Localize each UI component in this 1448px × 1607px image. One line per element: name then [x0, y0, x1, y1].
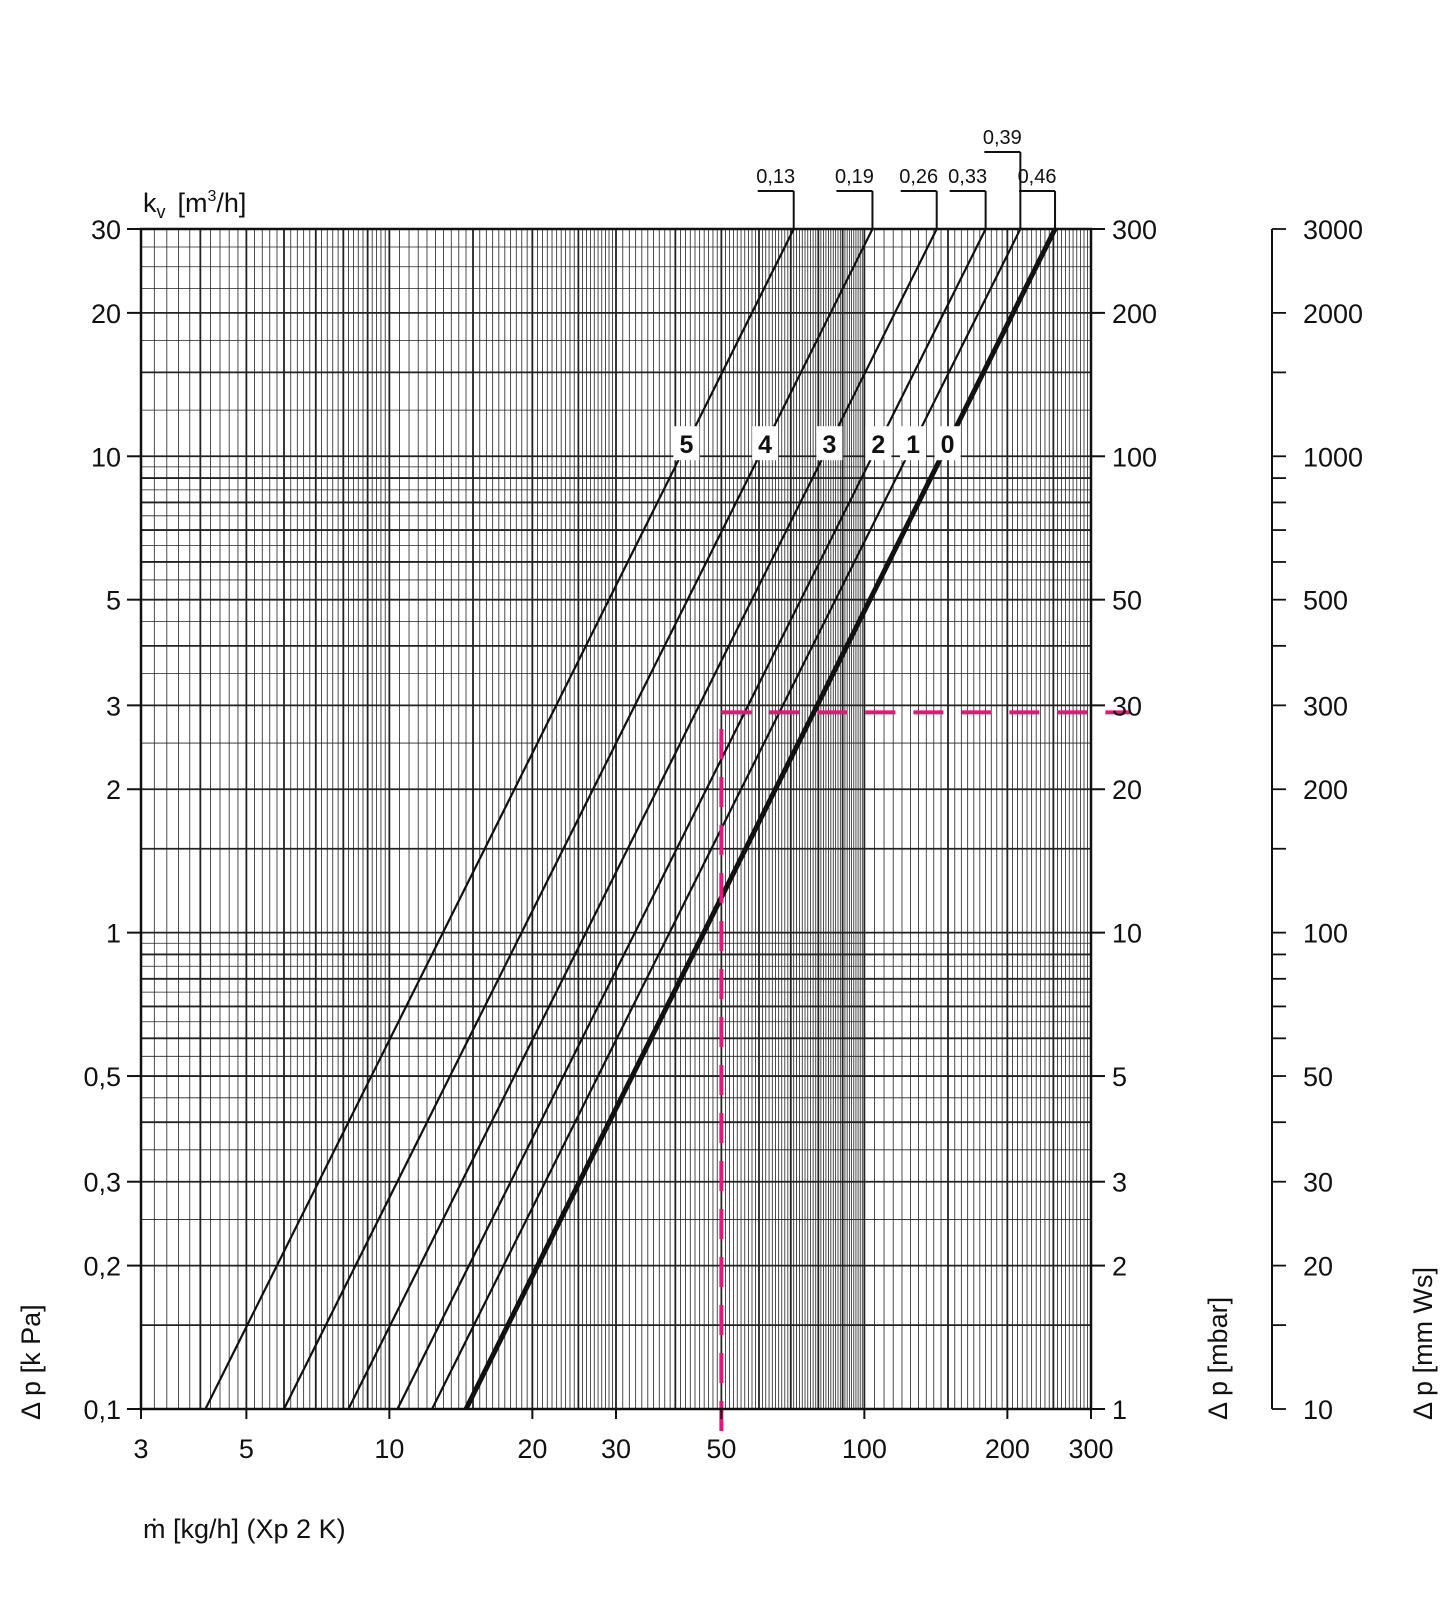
curve-label-2: 2 [871, 431, 885, 459]
kv-label-0: 0,46 [1018, 166, 1057, 188]
y-left-tick-label: 30 [91, 215, 121, 245]
y-left-tick-label: 5 [106, 586, 121, 616]
y-mmws-tick-label: 100 [1303, 919, 1348, 949]
y-mmws-tick-label: 10 [1303, 1395, 1333, 1425]
x-tick-label: 3 [133, 1434, 148, 1464]
y-left-tick-label: 1 [106, 919, 121, 949]
kv-curves [204, 227, 1058, 1411]
curve-label-bg [816, 426, 843, 461]
curve-line-0 [463, 227, 1058, 1411]
y-mbar-tick-label: 20 [1112, 775, 1142, 805]
y-left-tick-label: 0,3 [83, 1168, 121, 1198]
x-tick-label: 5 [239, 1434, 254, 1464]
curve-label-5: 5 [679, 431, 693, 459]
kv-axis-title: kv [m3/h] [143, 188, 246, 222]
major-grid [140, 228, 1092, 1410]
y-mbar-tick-label: 200 [1112, 299, 1157, 329]
y-mmws-tick-label: 1000 [1303, 442, 1363, 472]
curve-label-bg [752, 426, 779, 461]
curve-line-3 [347, 228, 938, 1410]
y-mbar-tick-label: 10 [1112, 919, 1142, 949]
kv-label-1: 0,39 [983, 127, 1022, 149]
y-mmws-tick-label: 20 [1303, 1252, 1333, 1282]
curve-line-2 [396, 228, 987, 1410]
y-mmws-tick-label: 500 [1303, 586, 1348, 616]
kv-label-5: 0,13 [756, 166, 795, 188]
y-mmws-tick-label: 300 [1303, 691, 1348, 721]
y-mbar-tick-label: 300 [1112, 215, 1157, 245]
y-mmws-tick-label: 50 [1303, 1062, 1333, 1092]
curve-label-0: 0 [941, 431, 955, 459]
curve-label-4: 4 [758, 431, 772, 459]
kv-base: k [143, 188, 157, 218]
y-mmws-tick-label: 2000 [1303, 299, 1363, 329]
y-right-mmws-axis-title: Δ p [mm Ws] [1408, 1267, 1438, 1420]
y-left-tick-label: 3 [106, 691, 121, 721]
curve-label-1: 1 [906, 431, 920, 459]
x-tick-label: 300 [1068, 1434, 1113, 1464]
x-tick-label: 100 [842, 1434, 887, 1464]
y-mbar-tick-label: 50 [1112, 586, 1142, 616]
example-reading [719, 710, 1130, 1431]
x-tick-label: 30 [601, 1434, 631, 1464]
curve-line-1 [431, 228, 1022, 1410]
y-left-tick-label: 2 [106, 775, 121, 805]
y-mbar-tick-label: 100 [1112, 442, 1157, 472]
kv-unit-pre: [m [178, 188, 208, 218]
curve-line-4 [283, 228, 874, 1410]
curve-label-bg [934, 426, 961, 461]
y-mmws-tick-label: 200 [1303, 775, 1348, 805]
y-left-tick-label: 0,2 [83, 1252, 121, 1282]
y-left-tick-label: 0,5 [83, 1062, 121, 1092]
y-left-tick-label: 0,1 [83, 1395, 121, 1425]
labels: 3 5 10 20 30 50 100 200 3000,10,20,30,5123510203… [83, 127, 1363, 1464]
kv-unit-post: /h] [216, 188, 246, 218]
y-left-tick-label: 10 [91, 442, 121, 472]
y-mbar-tick-label: 1 [1112, 1395, 1127, 1425]
minor-grid [141, 229, 1091, 1409]
x-tick-label: 200 [985, 1434, 1030, 1464]
kv-label-4: 0,19 [835, 166, 874, 188]
y-mmws-tick-label: 3000 [1303, 215, 1363, 245]
x-tick-label: 20 [517, 1434, 547, 1464]
kv-label-3: 0,26 [899, 166, 938, 188]
kv-unit-sup: 3 [208, 188, 217, 205]
x-axis-title: ṁ [kg/h] (Xp 2 K) [143, 1514, 346, 1544]
y-left-axis-title: Δ p [k Pa] [16, 1304, 46, 1420]
y-right-mbar-axis-title: Δ p [mbar] [1203, 1297, 1233, 1420]
y-mbar-tick-label: 30 [1112, 691, 1142, 721]
kv-subscript: v [157, 202, 166, 222]
kv-label-2: 0,33 [948, 166, 987, 188]
curve-label-3: 3 [822, 431, 836, 459]
x-tick-label: 10 [374, 1434, 404, 1464]
y-left-tick-label: 20 [91, 299, 121, 329]
y-mbar-tick-label: 3 [1112, 1168, 1127, 1198]
axes [127, 227, 1286, 1419]
curve-line-5 [204, 228, 795, 1410]
y-mbar-tick-label: 2 [1112, 1252, 1127, 1282]
curve-label-bg [900, 426, 927, 461]
y-mmws-tick-label: 30 [1303, 1168, 1333, 1198]
y-mbar-tick-label: 5 [1112, 1062, 1127, 1092]
curve-label-bg [673, 426, 700, 461]
curve-label-bg [865, 426, 892, 461]
x-tick-label: 50 [706, 1434, 736, 1464]
